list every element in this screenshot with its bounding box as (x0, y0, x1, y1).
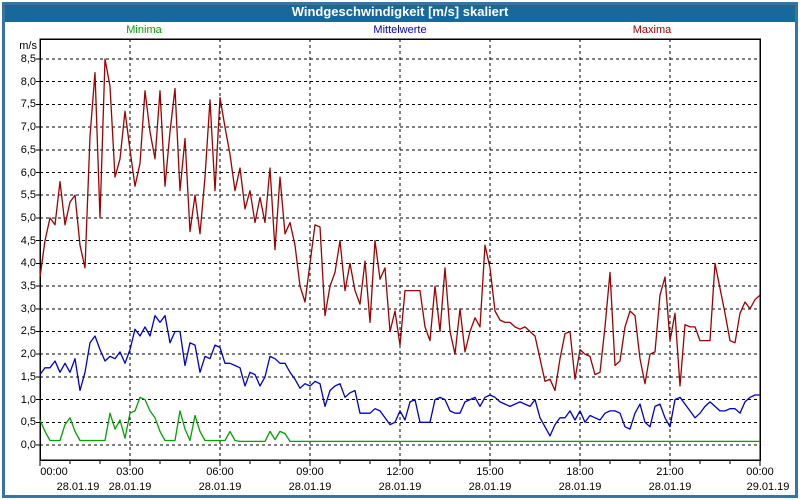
x-axis-time-label: 18:00 (566, 466, 594, 478)
x-axis-date-label: 28.01.19 (378, 481, 422, 493)
x-axis-time-label: 00:00 (746, 466, 774, 478)
x-axis-time-label: 21:00 (656, 466, 684, 478)
y-axis-label: 6,0 (20, 166, 36, 179)
y-axis-label: 6,5 (20, 143, 36, 156)
y-axis-label: 8,5 (20, 53, 36, 65)
x-axis-date-label: 28.01.19 (56, 481, 100, 493)
x-axis-time-label: 15:00 (476, 466, 504, 478)
x-axis-date-label: 28.01.19 (198, 481, 242, 493)
y-axis-label: 3,5 (20, 280, 36, 293)
x-axis-date-label: 28.01.19 (108, 481, 152, 493)
series-line-minima (39, 396, 760, 443)
x-axis-date-label: 29.01.19 (746, 481, 790, 493)
plot-border (39, 38, 761, 461)
y-axis-label: 4,5 (20, 234, 36, 247)
y-axis-label: 0,5 (20, 416, 36, 429)
legend-item-minima: Minima (126, 24, 162, 36)
x-axis-time-label: 09:00 (296, 466, 324, 478)
legend-item-maxima: Maxima (632, 24, 672, 36)
y-axis-label: 7,0 (20, 121, 36, 134)
y-axis-label: 2,5 (20, 325, 36, 338)
legend: Minima Mittelwerte Maxima (0, 24, 800, 38)
window-title: Windgeschwindigkeit [m/s] skaliert (291, 4, 509, 19)
y-axis-label: 7,5 (20, 98, 36, 111)
series-line-maxima (39, 58, 761, 392)
y-axis-unit-label: m/s (19, 40, 37, 52)
series-line-mittelwerte (39, 314, 760, 437)
x-axis-date-label: 28.01.19 (558, 481, 602, 493)
x-axis-time-label: 00:00 (40, 466, 68, 478)
x-axis-date-label: 28.01.19 (648, 481, 692, 493)
y-axis-label: 2,0 (20, 348, 36, 361)
legend-item-mittelwerte: Mittelwerte (373, 24, 427, 36)
x-axis-date-label: 28.01.19 (288, 481, 332, 493)
x-axis-date-label: 28.01.19 (468, 481, 512, 493)
y-axis-label: 0,0 (20, 439, 36, 451)
y-axis-label: 8,0 (20, 75, 36, 88)
y-axis-label: 3,0 (20, 302, 36, 315)
y-axis-label: 5,0 (20, 211, 36, 224)
y-axis-label: 5,5 (20, 189, 36, 202)
x-axis-time-label: 03:00 (116, 466, 144, 478)
y-axis-label: 1,0 (20, 393, 36, 406)
x-axis-time-label: 12:00 (386, 466, 414, 478)
y-axis-label: 4,0 (20, 257, 36, 270)
x-axis-time-label: 06:00 (206, 466, 234, 478)
y-axis-label: 1,5 (20, 370, 36, 383)
title-bar: Windgeschwindigkeit [m/s] skaliert (2, 2, 798, 22)
